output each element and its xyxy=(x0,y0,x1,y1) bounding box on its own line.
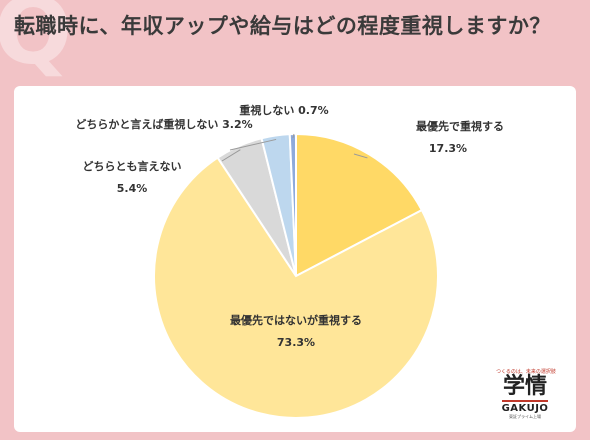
logo-sub: 東証プライム上場 xyxy=(509,414,541,419)
slice-neutral-label: どちらとも言えない xyxy=(83,159,182,173)
slice-top-priority xyxy=(295,132,424,278)
page-title: 転職時に、年収アップや給与はどの程度重視しますか？ xyxy=(14,14,551,38)
slice-top-priority-leader xyxy=(353,153,368,159)
logo-roman: GAKUJO xyxy=(501,403,549,414)
slice-neutral-leader xyxy=(221,149,241,162)
slice-not-important-label: 重視しない 0.7% xyxy=(239,103,328,117)
logo-tagline: つくるのは、未来の選択肢 xyxy=(496,369,556,375)
slice-important-not-top-label: 最優先ではないが重視する xyxy=(230,313,362,327)
pie-chart: 最優先で重視する 17.3% 最優先ではないが重視する 73.3% どちらとも言えない 5… xyxy=(75,103,504,419)
slice-somewhat-not-important-leader xyxy=(229,138,277,151)
slice-important-not-top-value: 73.3% xyxy=(277,336,315,349)
slice-somewhat-not-important-label: どちらかと言えば重視しない 3.2% xyxy=(75,117,252,131)
question-mark-decoration: Q xyxy=(0,0,73,85)
logo-bar xyxy=(502,400,548,402)
slice-not-important xyxy=(288,132,297,277)
logo-kanji: 学情 xyxy=(502,374,547,399)
gakujo-logo: つくるのは、未来の選択肢 学情 GAKUJO 東証プライム上場 xyxy=(496,368,556,420)
chart-panel: 最優先で重視する 17.3% 最優先ではないが重視する 73.3% どちらとも言えない 5… xyxy=(14,86,576,432)
slice-important-not-top xyxy=(153,156,439,419)
slice-neutral-value: 5.4% xyxy=(117,182,148,195)
slice-top-priority-value: 17.3% xyxy=(429,142,467,155)
slice-not-important-leader xyxy=(292,133,295,139)
slice-top-priority-label: 最優先で重視する xyxy=(416,119,504,133)
